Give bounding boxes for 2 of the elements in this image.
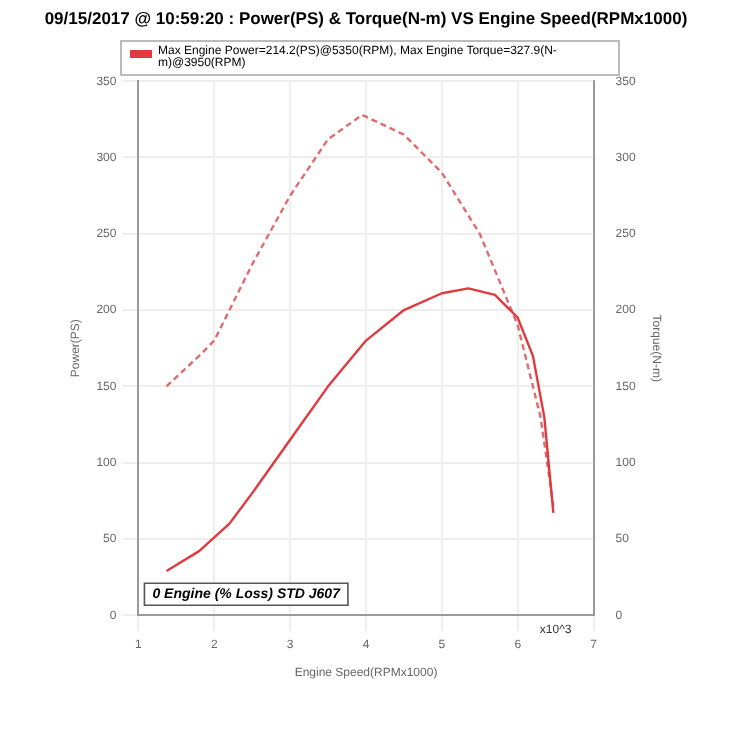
line-series <box>165 113 555 507</box>
chart-title: 09/15/2017 @ 10:59:20 : Power(PS) & Torque(N-m) VS Engine Speed(RPMx1000) <box>42 8 690 28</box>
